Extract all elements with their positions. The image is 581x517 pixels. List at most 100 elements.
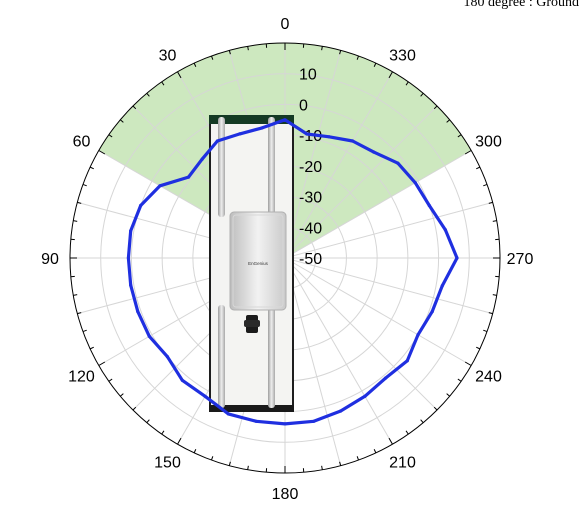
angle-tick-label: 150: [154, 455, 181, 472]
outer-tick: [405, 430, 409, 435]
outer-tick: [73, 220, 78, 222]
device-body-inset: [232, 214, 284, 308]
outer-tick: [492, 220, 497, 222]
series-point: [305, 132, 309, 136]
outer-tick: [82, 329, 87, 333]
device-photo: EnGenius: [209, 115, 294, 412]
angle-tick-label: 60: [73, 134, 91, 151]
grid-spoke: [284, 50, 342, 259]
series-point: [339, 409, 343, 413]
antenna-top-left: [218, 117, 225, 217]
outer-tick: [339, 50, 342, 55]
series-point: [427, 203, 431, 208]
outer-tick: [161, 81, 165, 86]
series-point: [129, 229, 133, 233]
outer-tick: [210, 55, 214, 60]
series-point: [147, 334, 151, 338]
angle-labels: 0 30 60 90 120 150 180 210 240 270 300 330: [41, 16, 533, 503]
outer-tick: [228, 50, 231, 55]
grid-spoke: [284, 257, 472, 366]
ground-note: 180 degree : Ground: [464, 0, 579, 10]
outer-tick: [89, 346, 94, 350]
series-point: [139, 203, 143, 208]
outer-tick: [388, 437, 393, 445]
photo-top-strip: [209, 115, 294, 124]
angle-tick-label: 210: [389, 455, 416, 472]
outer-tick: [464, 150, 472, 155]
outer-tick: [73, 294, 78, 296]
series-points: [126, 118, 459, 426]
series-point: [327, 135, 331, 139]
series-point: [254, 419, 258, 423]
outer-tick: [405, 81, 409, 86]
outer-tick: [177, 437, 182, 445]
photo-bottom-strip: [209, 405, 294, 412]
outer-tick: [89, 166, 94, 170]
outer-tick: [488, 312, 493, 315]
outer-tick: [388, 71, 393, 79]
radial-labels: 100-10-20-30-40-50: [299, 67, 322, 268]
radial-tick-label: -30: [299, 190, 322, 207]
angle-tick-label: 240: [475, 369, 502, 386]
series-point: [443, 228, 447, 232]
outer-tick: [77, 312, 82, 315]
series-point: [260, 126, 264, 130]
series-point: [165, 355, 169, 359]
outer-tick: [193, 449, 197, 454]
antenna-top-right: [268, 117, 275, 217]
outer-tick: [446, 119, 451, 123]
device-connector-ring: [244, 320, 260, 327]
outer-tick: [108, 134, 113, 138]
outer-tick: [82, 183, 87, 187]
outer-tick: [476, 166, 481, 170]
angle-tick-label: 90: [41, 251, 59, 268]
series-point: [129, 283, 133, 287]
outer-tick: [420, 419, 424, 424]
outer-tick: [483, 183, 488, 187]
radial-tick-label: 10: [299, 67, 317, 84]
radial-tick-label: -20: [299, 159, 322, 176]
outer-tick: [119, 393, 124, 397]
grid-spoke: [284, 257, 493, 315]
outer-tick: [321, 46, 323, 51]
series-point: [455, 256, 459, 260]
series-point: [430, 310, 434, 314]
angle-tick-label: 120: [68, 369, 95, 386]
series-point: [200, 157, 204, 161]
series-point: [405, 359, 409, 363]
series-point: [363, 394, 367, 398]
outer-tick: [177, 71, 182, 79]
series-point: [203, 394, 207, 398]
outer-tick: [146, 419, 150, 424]
outer-tick: [77, 201, 82, 204]
outer-tick: [210, 456, 214, 461]
series-point: [283, 422, 287, 426]
outer-tick: [146, 92, 150, 97]
outer-tick: [373, 62, 377, 67]
outer-tick: [98, 150, 106, 155]
series-point: [215, 139, 219, 143]
outer-tick: [161, 430, 165, 435]
series-point: [416, 333, 420, 337]
radial-tick-label: -50: [299, 251, 322, 268]
outer-ticks: [70, 43, 500, 473]
series-point: [238, 132, 242, 136]
radial-tick-label: 0: [299, 97, 308, 114]
outer-tick: [321, 465, 323, 470]
series-point: [126, 256, 130, 260]
outer-tick: [488, 201, 493, 204]
series-point: [186, 175, 191, 179]
grid-spoke: [284, 257, 393, 445]
outer-tick: [356, 55, 360, 60]
series-point: [396, 161, 400, 165]
outer-tick: [446, 393, 451, 397]
radial-tick-label: -40: [299, 220, 322, 237]
outer-tick: [132, 406, 137, 411]
series-point: [413, 181, 417, 185]
angle-tick-label: 0: [281, 16, 290, 33]
outer-tick: [98, 361, 106, 366]
series-point: [384, 376, 388, 380]
outer-tick: [247, 465, 249, 470]
series-point: [180, 378, 184, 382]
